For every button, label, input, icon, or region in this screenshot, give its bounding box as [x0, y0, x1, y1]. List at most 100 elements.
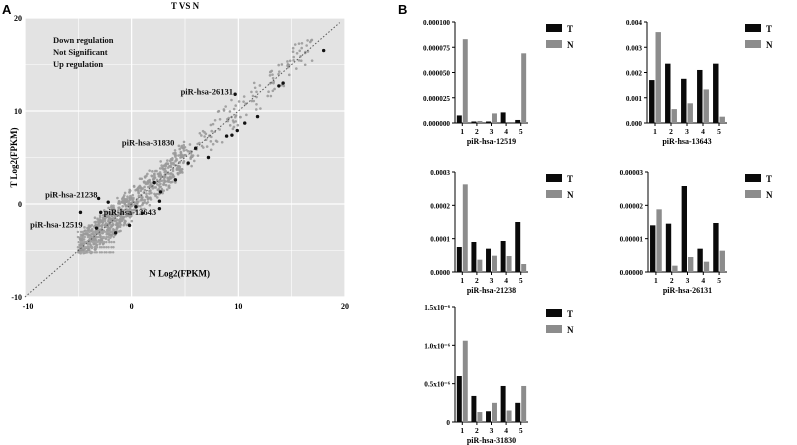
not-significant-point: [203, 131, 206, 134]
not-significant-point: [305, 44, 308, 47]
not-significant-point: [107, 206, 110, 210]
not-significant-point: [76, 235, 80, 239]
y-tick-label: 0.002: [626, 70, 643, 78]
bar-t: [650, 225, 656, 272]
not-significant-point: [128, 215, 132, 219]
not-significant-point: [125, 197, 129, 201]
not-significant-point: [113, 215, 117, 219]
not-significant-point: [154, 194, 157, 198]
not-significant-point: [174, 181, 177, 184]
not-significant-point: [309, 39, 313, 42]
not-significant-point: [147, 185, 150, 189]
bar-n: [719, 116, 725, 123]
legend-swatch-t: [745, 174, 761, 182]
bar-t: [697, 69, 703, 123]
x-tick-label: 20: [341, 302, 349, 311]
not-significant-point: [88, 235, 92, 239]
not-significant-point: [118, 221, 121, 225]
not-significant-point: [271, 89, 275, 93]
not-significant-point: [94, 223, 98, 226]
not-significant-point: [165, 188, 169, 191]
y-tick-label: 0.5x10⁻⁶: [424, 381, 451, 389]
not-significant-point: [154, 186, 158, 189]
not-significant-point: [159, 182, 162, 186]
not-significant-point: [166, 159, 169, 162]
not-significant-point: [192, 159, 196, 163]
not-significant-point: [105, 235, 108, 239]
y-tick-label: 0.00001: [620, 236, 644, 244]
not-significant-point: [209, 140, 213, 143]
not-significant-point: [209, 148, 213, 152]
not-significant-point: [101, 216, 105, 220]
not-significant-point: [93, 246, 97, 249]
significant-point: [235, 128, 239, 133]
y-tick-label: 0.00002: [620, 202, 644, 210]
y-tick-label: 0.00003: [620, 169, 644, 177]
not-significant-point: [171, 169, 175, 173]
bar-chart-title: piR-hsa-12519: [467, 137, 516, 146]
significant-point: [157, 199, 162, 203]
not-significant-point: [137, 191, 140, 195]
not-significant-point: [200, 144, 204, 148]
not-significant-point: [112, 235, 115, 239]
not-significant-point: [180, 167, 184, 171]
bar-chart-title: piR-hsa-13643: [662, 137, 711, 146]
bar-n: [655, 32, 661, 123]
not-significant-point: [119, 214, 123, 218]
legend-label: N: [766, 190, 773, 200]
bar-n: [462, 184, 468, 272]
gene-annotation: piR-hsa-12519: [30, 219, 82, 229]
x-tick-label: 2: [475, 426, 479, 435]
legend-label: T: [766, 24, 772, 34]
x-tick-label: 5: [519, 426, 523, 435]
not-significant-point: [153, 172, 156, 176]
y-axis-label: T Log2(FPKM): [9, 127, 19, 187]
not-significant-point: [109, 251, 112, 254]
not-significant-point: [101, 213, 105, 217]
bar-t: [697, 248, 703, 272]
not-significant-point: [181, 155, 185, 159]
not-significant-point: [123, 202, 127, 206]
not-significant-point: [277, 63, 281, 67]
not-significant-point: [113, 219, 116, 223]
not-significant-point: [122, 195, 125, 199]
not-significant-point: [111, 251, 115, 254]
not-significant-point: [131, 212, 134, 215]
not-significant-point: [255, 102, 258, 106]
not-significant-point: [218, 117, 222, 121]
not-significant-point: [162, 189, 165, 192]
not-significant-point: [269, 94, 273, 98]
not-significant-point: [146, 182, 150, 185]
not-significant-point: [145, 192, 148, 196]
x-tick-label: 2: [475, 276, 479, 285]
not-significant-point: [128, 188, 132, 192]
bar-t: [713, 223, 719, 272]
not-significant-point: [118, 200, 121, 203]
not-significant-point: [100, 240, 104, 244]
bar-n: [492, 113, 497, 123]
not-significant-point: [119, 229, 122, 233]
y-tick-label: 0.000100: [423, 19, 450, 27]
not-significant-point: [104, 222, 108, 225]
not-significant-point: [177, 144, 181, 148]
significant-point: [186, 161, 190, 165]
y-tick-label: 1.0x10⁻⁶: [424, 342, 451, 350]
not-significant-point: [134, 208, 137, 211]
not-significant-point: [94, 240, 97, 244]
not-significant-point: [128, 190, 131, 194]
not-significant-point: [102, 230, 106, 234]
not-significant-point: [167, 184, 171, 188]
not-significant-point: [101, 223, 104, 227]
bar-chart-title: piR-hsa-26131: [663, 286, 712, 295]
not-significant-point: [153, 176, 157, 179]
not-significant-point: [143, 200, 147, 204]
x-tick-label: 3: [490, 426, 494, 435]
x-tick-label: 5: [519, 127, 523, 136]
not-significant-point: [252, 81, 256, 85]
not-significant-point: [183, 145, 187, 149]
not-significant-point: [110, 217, 113, 221]
bar-chart-pir-hsa-26131: 0.00000 0.00001 0.00002 0.00003 1 2 3 4 5 piR-hsa…: [620, 169, 773, 295]
not-significant-point: [149, 198, 153, 201]
not-significant-point: [198, 131, 202, 135]
not-significant-point: [98, 216, 102, 219]
